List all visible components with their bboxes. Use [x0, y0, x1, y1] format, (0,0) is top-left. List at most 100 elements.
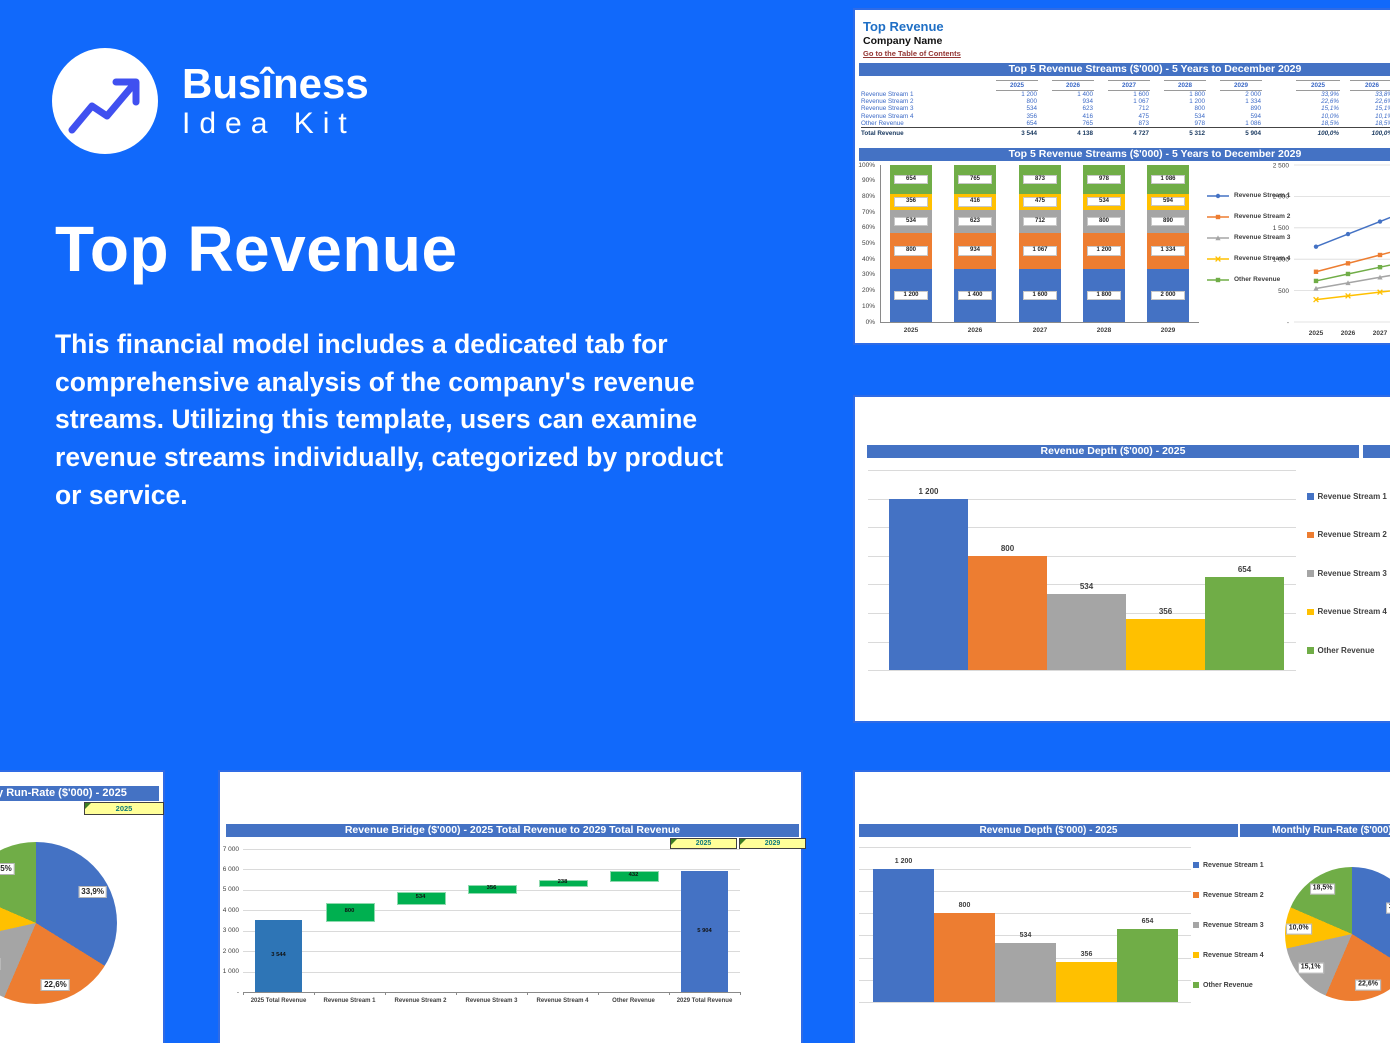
x-axis-tick — [740, 992, 741, 995]
bar-label: 356 — [1080, 951, 1093, 959]
svg-text:-: - — [1287, 319, 1289, 326]
table-cell: 2026 — [1350, 80, 1390, 91]
table-cell: 4 727 — [1101, 127, 1157, 138]
page-description: This financial model includes a dedicate… — [55, 329, 724, 510]
table-cell: 2025 — [1296, 80, 1340, 91]
pie-slice-label: 33,9% — [78, 885, 107, 898]
x-axis-label: 2029 Total Revenue — [676, 998, 733, 1004]
x-axis-tick — [527, 992, 528, 995]
y-axis-tick: 7 000 — [222, 845, 239, 853]
bar-label: 432 — [628, 872, 639, 879]
y-axis-tick: 5 000 — [222, 886, 239, 894]
table-cell: 4 138 — [1045, 127, 1101, 138]
sheet-panel-monthly-run-rate: Monthly Run-Rate ($'000) - 2025 2025 33,… — [0, 770, 165, 1043]
x-axis-tick — [456, 992, 457, 995]
legend-entry: Revenue Stream 1 — [1307, 477, 1387, 516]
table-cell: 2 000 — [1245, 91, 1261, 98]
svg-text:2 500: 2 500 — [1273, 162, 1290, 169]
segment-label: 978 — [1087, 174, 1121, 185]
table-cell: 1 334 — [1245, 98, 1261, 106]
table-of-contents-link[interactable]: Go to the Table of Contents — [863, 49, 961, 58]
waterfall-bar — [326, 903, 375, 922]
x-axis-label: 2025 — [903, 327, 919, 334]
gridline — [243, 971, 740, 973]
segment-label: 765 — [958, 174, 992, 185]
legend-entry: Other Revenue — [1193, 970, 1264, 1000]
segment-label: 1 200 — [894, 290, 928, 301]
table-cell: 1 600 — [1133, 91, 1149, 98]
pie-slice-label: 33,9% — [1385, 902, 1390, 914]
svg-text:2025: 2025 — [1309, 330, 1324, 337]
gridline — [859, 869, 1191, 871]
table-cell — [861, 80, 989, 91]
waterfall-bar — [681, 871, 728, 992]
segment-label: 800 — [894, 246, 928, 256]
segment-label: 1 800 — [1087, 290, 1121, 301]
table-cell: 10,1% — [1375, 112, 1390, 120]
sheet-company-name: Company Name — [863, 35, 943, 47]
year-selector-dropdown[interactable]: 2025 — [84, 802, 164, 815]
y-axis-tick: 100% — [858, 161, 875, 169]
gridline — [859, 1001, 1191, 1003]
segment-label: 356 — [894, 197, 928, 207]
y-axis-tick: 90% — [861, 177, 875, 185]
segment-label: 712 — [1023, 216, 1057, 227]
legend-entry: Revenue Stream 1 — [1193, 850, 1264, 880]
segment-label: 1 067 — [1023, 246, 1057, 256]
sheet-panel-top-revenue: Top Revenue Company Name Go to the Table… — [853, 8, 1390, 345]
x-axis-label: Other Revenue — [612, 998, 655, 1004]
year-from-dropdown[interactable]: 2025 — [670, 838, 737, 849]
pie-slice-label: 18,5% — [0, 862, 15, 875]
bar-label: 1 200 — [918, 486, 939, 496]
bar-label: 800 — [1000, 543, 1015, 553]
y-axis-tick: 4 000 — [222, 906, 239, 914]
bar-label: 534 — [1019, 931, 1032, 939]
bar — [934, 913, 995, 1002]
table-cell — [1269, 98, 1291, 105]
run-rate-pie-chart: 33,9%22,6%15,1%10,0%18,5% — [0, 772, 167, 1043]
legend-entry: Revenue Stream 4 — [1193, 940, 1264, 970]
y-axis-tick: 1 000 — [222, 968, 239, 976]
bar — [1126, 619, 1205, 671]
pie-slice-label: 22,6% — [1355, 979, 1381, 991]
x-axis-label: 2029 — [1160, 327, 1176, 334]
gridline — [859, 935, 1191, 937]
y-axis-tick: 0% — [865, 318, 875, 326]
y-axis-tick: 60% — [861, 224, 875, 232]
y-axis-tick: 6 000 — [222, 865, 239, 873]
table-cell: 18,5% — [1321, 119, 1339, 127]
x-axis-tick — [598, 992, 599, 995]
gridline — [243, 910, 740, 912]
table-cell: 934 — [1082, 98, 1093, 106]
x-axis-tick — [669, 992, 670, 995]
y-axis-tick: 30% — [861, 271, 875, 279]
table-cell — [1269, 127, 1291, 138]
bar-label: 534 — [415, 894, 426, 901]
x-axis-tick — [243, 992, 244, 995]
segment-label: 654 — [894, 174, 928, 185]
gridline — [243, 951, 740, 953]
segment-label: 1 200 — [1087, 246, 1121, 256]
table-cell: 18,5% — [1375, 119, 1390, 127]
gridline — [243, 869, 740, 871]
gridline — [868, 584, 1296, 586]
table-cell: 978 — [1194, 119, 1205, 127]
segment-label: 594 — [1151, 196, 1185, 207]
x-axis-label: Revenue Stream 4 — [536, 998, 589, 1004]
legend-entry: Revenue Stream 3 — [1206, 227, 1290, 248]
bar — [995, 942, 1056, 1002]
table-cell: 22,6% — [1375, 98, 1390, 106]
table-cell: 890 — [1250, 105, 1261, 113]
year-to-dropdown[interactable]: 2029 — [739, 838, 806, 849]
bar-label: 356 — [486, 885, 497, 892]
chart-legend: Revenue Stream 1 Revenue Stream 2 Revenue … — [1307, 477, 1387, 670]
y-axis-tick: 40% — [861, 255, 875, 263]
x-axis-label: Revenue Stream 3 — [465, 998, 518, 1004]
table-cell: 10,0% — [1321, 112, 1339, 120]
table-cell: 800 — [1194, 105, 1205, 113]
legend-entry: Revenue Stream 1 — [1206, 185, 1290, 206]
table-cell: 3 544 — [989, 127, 1045, 138]
table-cell: 5 312 — [1157, 127, 1213, 138]
legend-swatch — [1307, 493, 1314, 500]
